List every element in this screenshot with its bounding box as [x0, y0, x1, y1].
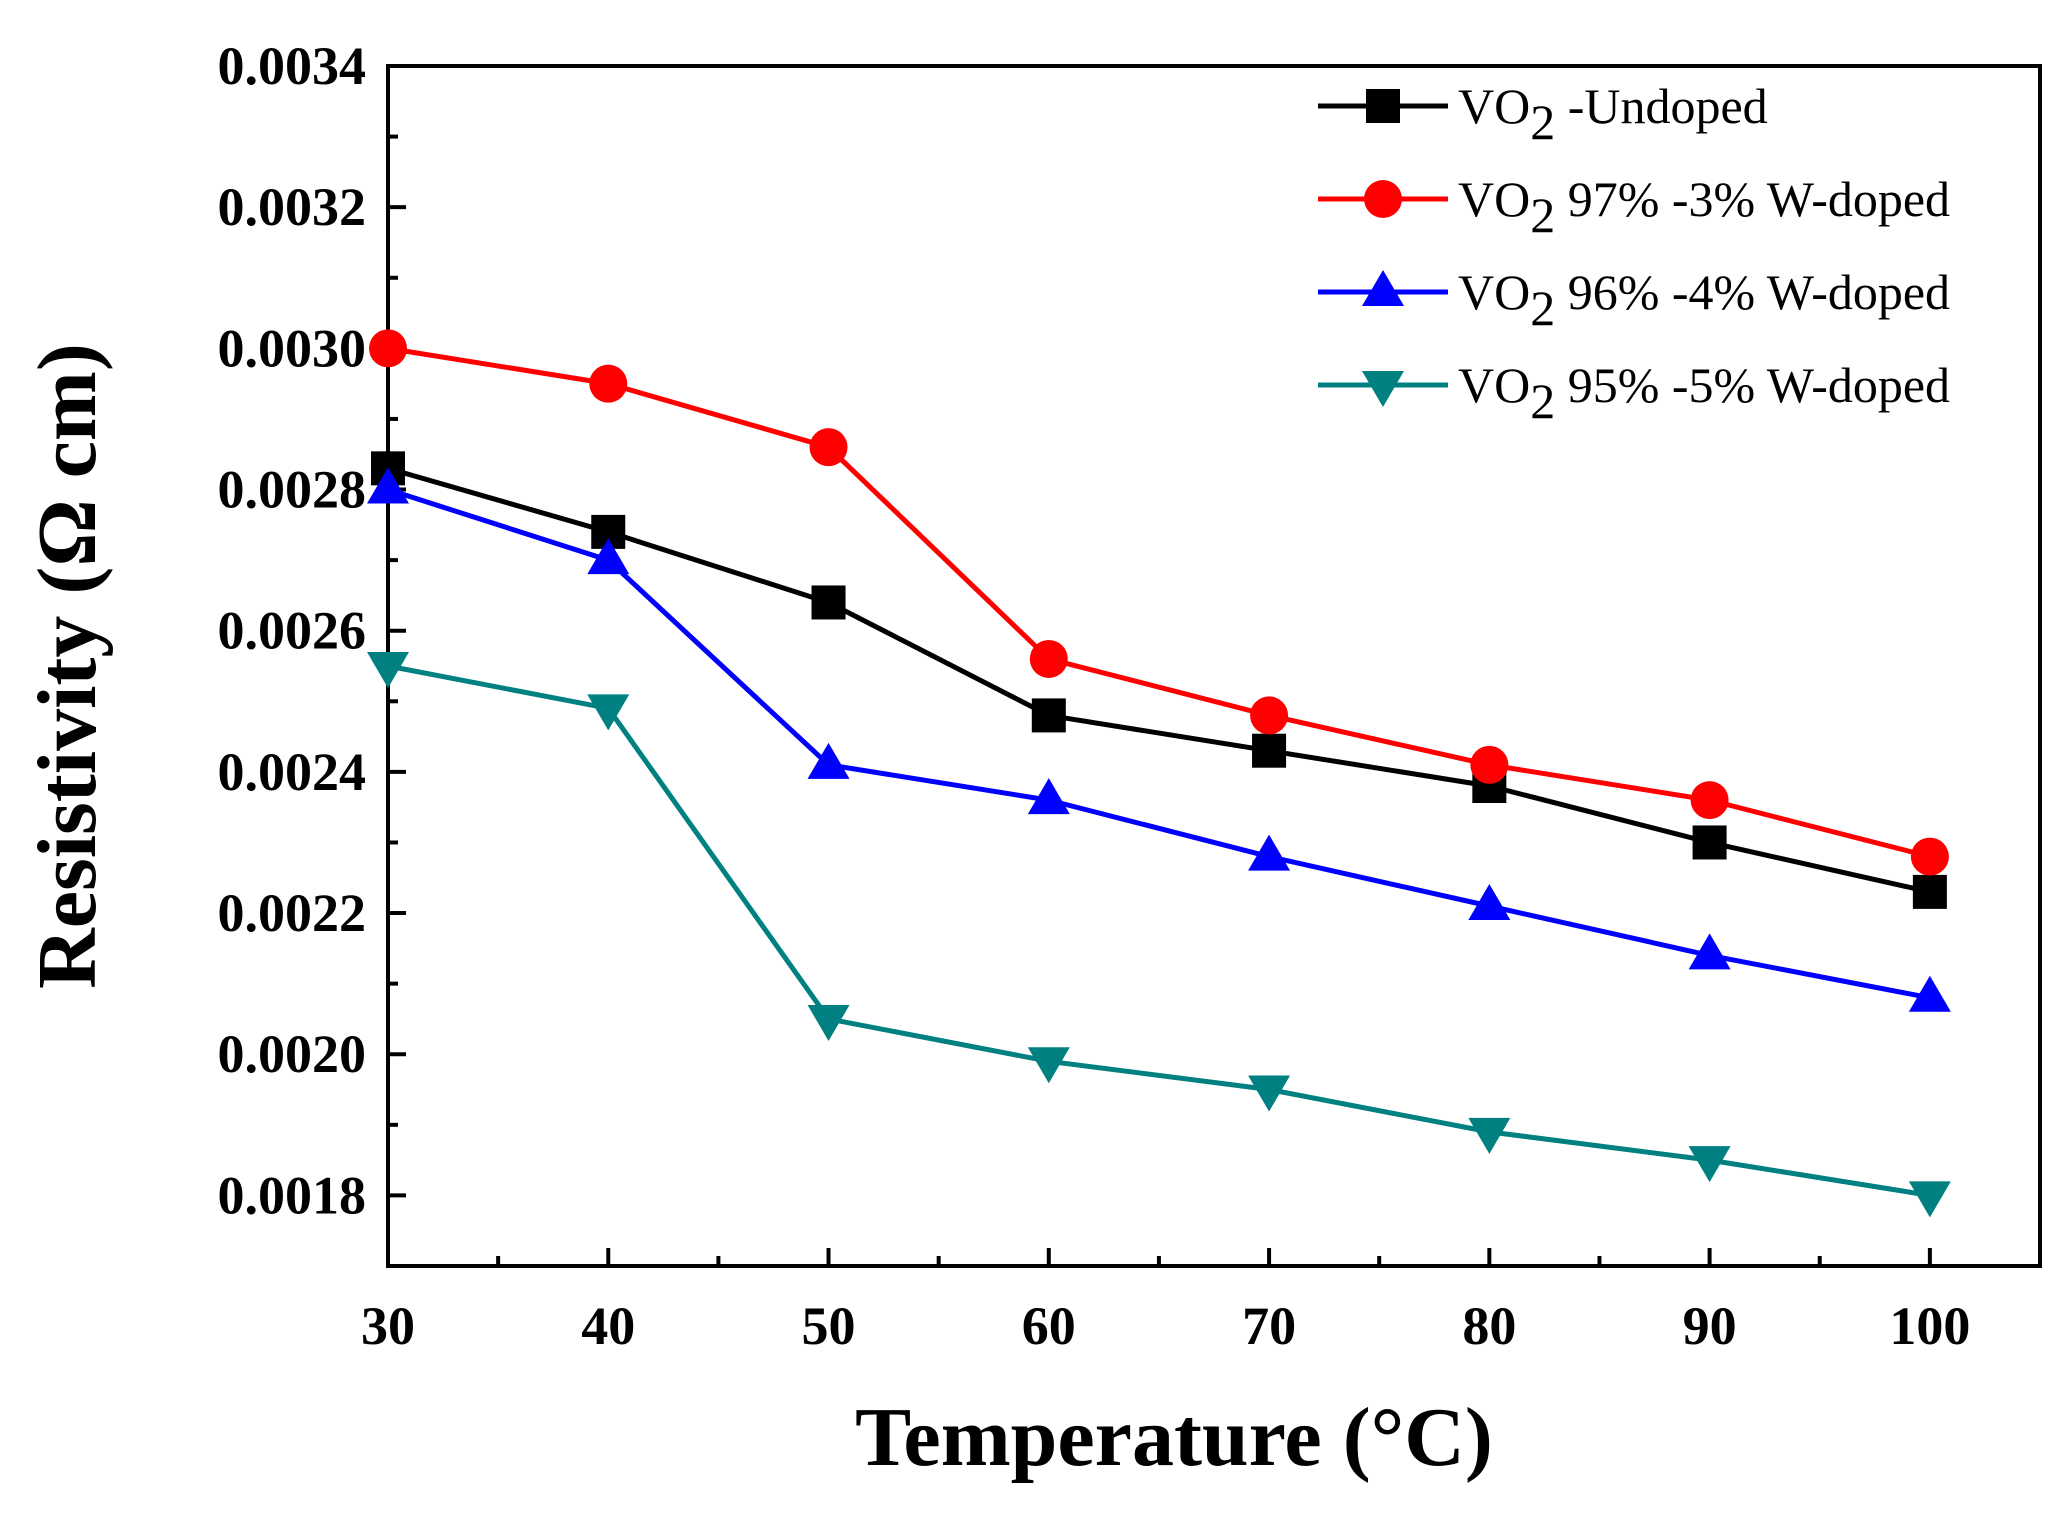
y-tick-label: 0.0024	[218, 742, 367, 802]
y-tick-label: 0.0034	[218, 36, 367, 96]
legend-label: VO2 -Undoped	[1458, 78, 1768, 150]
data-point	[1470, 745, 1509, 784]
data-point	[807, 742, 850, 779]
y-tick-label: 0.0026	[218, 601, 367, 661]
data-point	[587, 694, 630, 731]
data-point	[1910, 837, 1949, 876]
y-axis-title: Resistivity (Ω cm)	[21, 343, 114, 989]
data-point	[369, 329, 407, 368]
legend-label-subscript: 2	[1530, 280, 1555, 336]
data-point	[367, 652, 409, 688]
series-1	[369, 329, 1949, 876]
x-tick-label: 70	[1242, 1296, 1296, 1356]
data-point	[1688, 1146, 1731, 1183]
x-tick-label: 100	[1889, 1296, 1970, 1356]
data-point	[809, 428, 848, 467]
data-point	[1912, 874, 1947, 909]
series-3	[367, 652, 1951, 1218]
legend-item: VO2 96% -4% W-doped	[1318, 264, 1950, 336]
data-point	[1688, 933, 1731, 970]
y-tick-label: 0.0022	[218, 883, 367, 943]
data-point	[1692, 825, 1727, 860]
data-point	[589, 364, 628, 403]
legend-label-main: VO	[1458, 357, 1530, 413]
legend-label-subscript: 2	[1530, 94, 1555, 150]
data-point	[1252, 733, 1287, 768]
legend-label-rest: 95% -5% W-doped	[1555, 357, 1950, 413]
y-tick-label: 0.0030	[218, 318, 367, 378]
legend-item: VO2 97% -3% W-doped	[1318, 171, 1950, 243]
series-layer	[367, 329, 1951, 1218]
y-tick-label: 0.0032	[218, 177, 367, 237]
series-2	[367, 467, 1951, 1012]
legend-label-main: VO	[1458, 78, 1530, 134]
data-point	[1908, 1181, 1951, 1218]
legend-label: VO2 97% -3% W-doped	[1458, 171, 1950, 243]
y-tick-label: 0.0018	[218, 1165, 367, 1225]
y-axis-ticks: 0.0018 0.0020 0.0022 0.0024 0.0026 0.0028 0.00…	[218, 36, 406, 1268]
legend-marker	[1362, 371, 1404, 407]
legend-label-rest: -Undoped	[1555, 78, 1767, 134]
legend-marker	[1364, 180, 1402, 218]
data-point	[1031, 698, 1066, 733]
data-point	[1468, 884, 1511, 920]
x-tick-label: 30	[361, 1296, 415, 1356]
data-point	[1248, 1075, 1291, 1112]
data-point	[807, 1004, 850, 1041]
data-point	[367, 467, 409, 504]
data-point	[1027, 778, 1070, 815]
x-tick-label: 90	[1683, 1296, 1737, 1356]
legend-label-rest: 97% -3% W-doped	[1555, 171, 1950, 227]
legend-label-main: VO	[1458, 264, 1530, 320]
legend-item: VO2 -Undoped	[1318, 78, 1768, 150]
data-point	[1029, 639, 1068, 678]
legend-label: VO2 95% -5% W-doped	[1458, 357, 1950, 429]
legend-label: VO2 96% -4% W-doped	[1458, 264, 1950, 336]
data-point	[1908, 975, 1951, 1012]
y-tick-label: 0.0020	[218, 1024, 367, 1084]
y-tick-label: 0.0028	[218, 460, 367, 520]
series-line	[387, 663, 1931, 1198]
legend-marker	[1366, 89, 1400, 123]
data-point	[1468, 1117, 1511, 1154]
data-point	[1248, 834, 1291, 871]
x-axis-ticks: 30 40 50 60 70 80 90 100	[361, 1248, 1970, 1356]
legend-label-subscript: 2	[1530, 373, 1555, 429]
series-line	[387, 487, 1931, 1001]
series-0	[371, 451, 1947, 909]
legend-marker	[1362, 270, 1404, 306]
x-tick-label: 80	[1462, 1296, 1516, 1356]
series-line	[387, 345, 1931, 860]
legend-label-subscript: 2	[1530, 187, 1555, 243]
plot-frame	[386, 64, 2042, 1268]
data-point	[1250, 696, 1289, 735]
legend-label-main: VO	[1458, 171, 1530, 227]
data-point	[811, 585, 846, 620]
x-axis-title: Temperature (°C)	[855, 1391, 1493, 1484]
x-tick-label: 60	[1022, 1296, 1076, 1356]
x-tick-label: 40	[581, 1296, 635, 1356]
data-point	[587, 538, 630, 575]
legend-label-rest: 96% -4% W-doped	[1555, 264, 1950, 320]
legend-item: VO2 95% -5% W-doped	[1318, 357, 1950, 429]
data-point	[1027, 1047, 1070, 1084]
x-tick-label: 50	[802, 1296, 856, 1356]
series-line	[387, 465, 1931, 895]
data-point	[1690, 781, 1729, 820]
